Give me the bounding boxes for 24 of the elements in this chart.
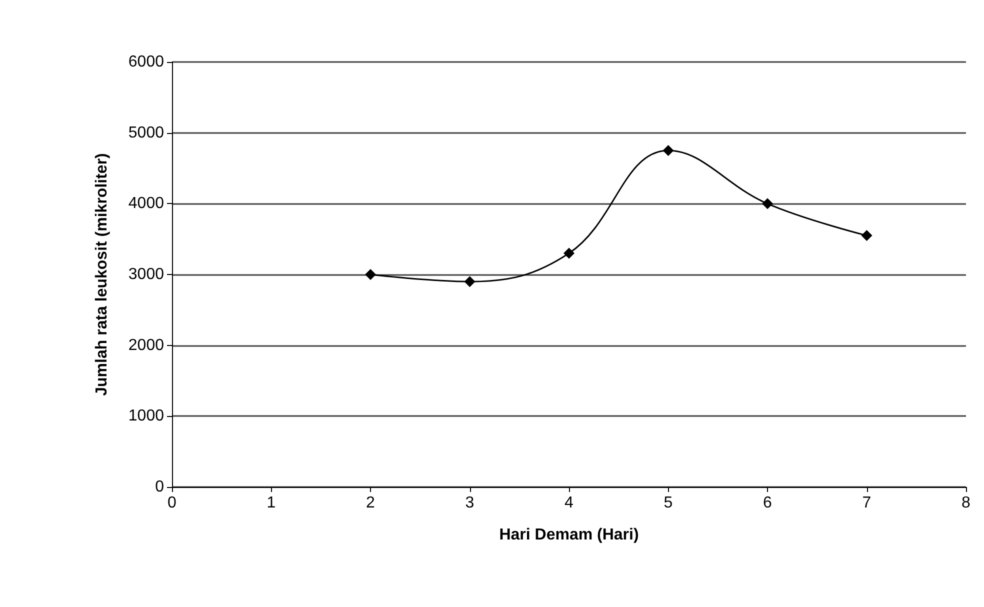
x-axis-title: Hari Demam (Hari) (499, 526, 639, 544)
x-tick-label: 6 (763, 494, 772, 512)
point (464, 276, 476, 288)
y-axis-title: Jumlah rata leukosit (mikroliter) (94, 153, 110, 396)
y-tick-label: 5000 (128, 124, 164, 142)
point (365, 269, 376, 280)
y-tick-label: 1000 (128, 408, 164, 425)
point (662, 145, 674, 156)
x-tick-label: 5 (664, 494, 673, 512)
x-tick-label: 2 (366, 494, 376, 512)
x-tick-label: 3 (465, 494, 474, 512)
point (564, 248, 574, 259)
x-tick-label: 7 (862, 494, 872, 512)
y-tick-label: 6000 (128, 54, 164, 70)
point (762, 198, 773, 210)
y-tick-label: 2000 (128, 336, 164, 354)
x-tick-label: 0 (168, 494, 177, 512)
x-tick-label: 4 (564, 494, 574, 512)
y-tick-label: 0 (155, 478, 164, 496)
y-tick-label: 3000 (128, 266, 164, 283)
x-tick-label: 1 (266, 494, 276, 512)
point (861, 230, 872, 242)
y-tick-label: 4000 (128, 195, 164, 212)
x-tick-label: 8 (962, 494, 971, 512)
